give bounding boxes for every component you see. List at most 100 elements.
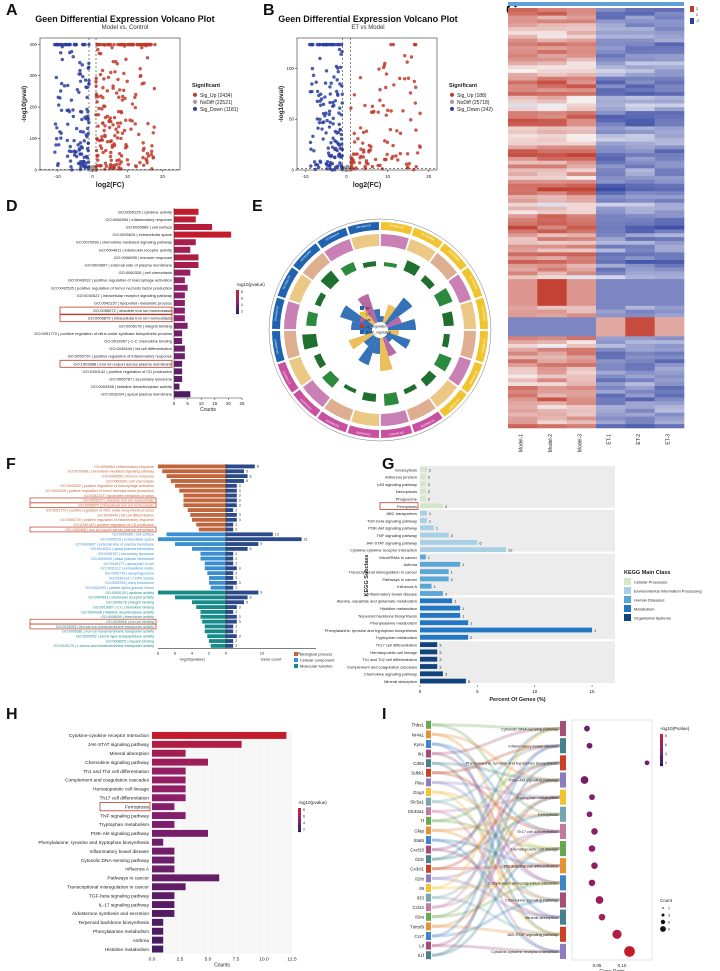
heatmap-cell [537, 302, 567, 307]
heatmap-cell [625, 229, 655, 234]
heatmap-cell [625, 382, 655, 387]
outer-category-ring [347, 222, 380, 235]
heatmap-cell [596, 233, 626, 238]
heatmap-cell [654, 324, 685, 330]
heatmap-cell [654, 50, 685, 55]
gene-ratio-bar [441, 333, 450, 348]
legend-gradient-step [236, 304, 239, 306]
sig-up-point [104, 148, 108, 153]
heatmap-cell [654, 61, 685, 66]
heatmap-cell [566, 99, 597, 104]
sig-up-point [364, 129, 369, 133]
go-term-label: GO:0009925 | basal plasma membrane [91, 557, 154, 561]
sig-up-point [95, 163, 100, 168]
neglogp-bar [166, 532, 226, 537]
heatmap-cell [654, 153, 685, 158]
sig-up-point [150, 167, 154, 171]
legend-gradient-step [298, 824, 301, 827]
heatmap-cell [537, 11, 567, 16]
heatmap-cell [537, 210, 567, 215]
legend-gradient-step [236, 302, 239, 304]
sankey-flow [431, 778, 561, 900]
go-term-label: GO:0005767 | secondary lysosome [109, 377, 172, 382]
inner-rose-petal [384, 334, 393, 343]
heatmap-cell [596, 309, 626, 314]
kegg-count-label: 2 [470, 635, 473, 640]
kegg-bar [152, 892, 175, 900]
sankey-flow [431, 847, 561, 957]
heatmap-cell [508, 237, 538, 242]
sig-down-point [339, 137, 344, 141]
legend-tick: 4 [241, 303, 243, 307]
kegg-subclass-label: PI3K-Akt signaling pathway [368, 526, 417, 531]
gene-label: Il23r [415, 857, 424, 862]
go-bar [174, 262, 199, 268]
pathway-label: TNF signaling pathway [100, 813, 149, 819]
heatmap-cell [654, 229, 685, 234]
pathway-label: Chemokine signaling pathway [85, 760, 149, 766]
sig-up-point [367, 143, 371, 148]
heatmap-cell [596, 286, 626, 291]
heatmap-cell [654, 240, 685, 246]
gene-label: Ccr7 [414, 934, 424, 939]
sig-up-point [119, 154, 124, 158]
legend-swatch [624, 605, 631, 612]
gene-count-bar [226, 503, 237, 508]
kegg-count-label: 1 [429, 511, 432, 516]
heatmap-column-label: ET-3 [665, 434, 671, 445]
kegg-count-label: 12 [508, 548, 513, 553]
kegg-subclass-label: Influenza A [397, 584, 417, 589]
heatmap-cell [537, 176, 567, 181]
heatmap-cell [537, 221, 567, 226]
heatmap-cell [596, 72, 626, 78]
sig-down-point [57, 103, 61, 107]
heatmap-cell [537, 107, 567, 112]
heatmap-cell [596, 61, 626, 66]
count-ring-segment [448, 274, 472, 304]
heatmap-cell [654, 286, 685, 291]
go-bar [174, 208, 199, 215]
kegg-count-label: 3 [439, 664, 442, 669]
legend-gradient-step [236, 308, 239, 310]
x-axis-label: Gene.Ratio [599, 969, 625, 971]
y-tick-label: 300 [29, 73, 37, 78]
x-tick-label: 0 [419, 689, 422, 694]
heatmap-cell [596, 141, 626, 146]
sig-up-point [103, 134, 107, 139]
outer-category-ring [411, 227, 443, 249]
x-tick-label: 5 [186, 401, 189, 406]
sig-down-point [65, 138, 70, 143]
heatmap-cell [537, 412, 567, 417]
heatmap-cell [566, 393, 597, 398]
heatmap-cell [625, 11, 655, 16]
heatmap-cell [654, 355, 685, 360]
sig-down-point [312, 160, 317, 164]
sig-up-point [137, 132, 141, 137]
heatmap-cell [654, 145, 685, 150]
count-legend-label: 6 [668, 921, 670, 925]
heatmap-cell [537, 72, 567, 78]
legend-label: Cellular Processes [634, 580, 667, 585]
heatmap-cell [625, 95, 655, 100]
heatmap-cell [508, 332, 538, 337]
kegg-subclass-label: Transcriptional misregulation in cancer [349, 569, 418, 574]
x-axis-label: Percent Of Genes (%) [489, 697, 545, 703]
pathway-dot [586, 811, 593, 818]
kegg-bar [420, 510, 427, 516]
neglogp-bar [204, 624, 226, 629]
legend-label: Sig_Down (242) [457, 107, 493, 113]
heatmap-cell [566, 15, 597, 20]
sig-down-point [86, 165, 91, 169]
kegg-bar [152, 865, 175, 873]
legend-gradient-step [660, 754, 663, 757]
sig-up-point [114, 91, 119, 95]
kegg-bar [420, 620, 469, 626]
kegg-bar [152, 785, 186, 793]
circle-legend-label: CC [366, 313, 372, 317]
heatmap-cell [537, 149, 567, 154]
sig-up-point [145, 56, 150, 60]
sig-up-point [150, 144, 154, 148]
sig-up-point [116, 109, 121, 114]
heatmap-cell [508, 202, 538, 207]
kegg-subclass-label: MicroRNAs in cancer [379, 555, 417, 560]
